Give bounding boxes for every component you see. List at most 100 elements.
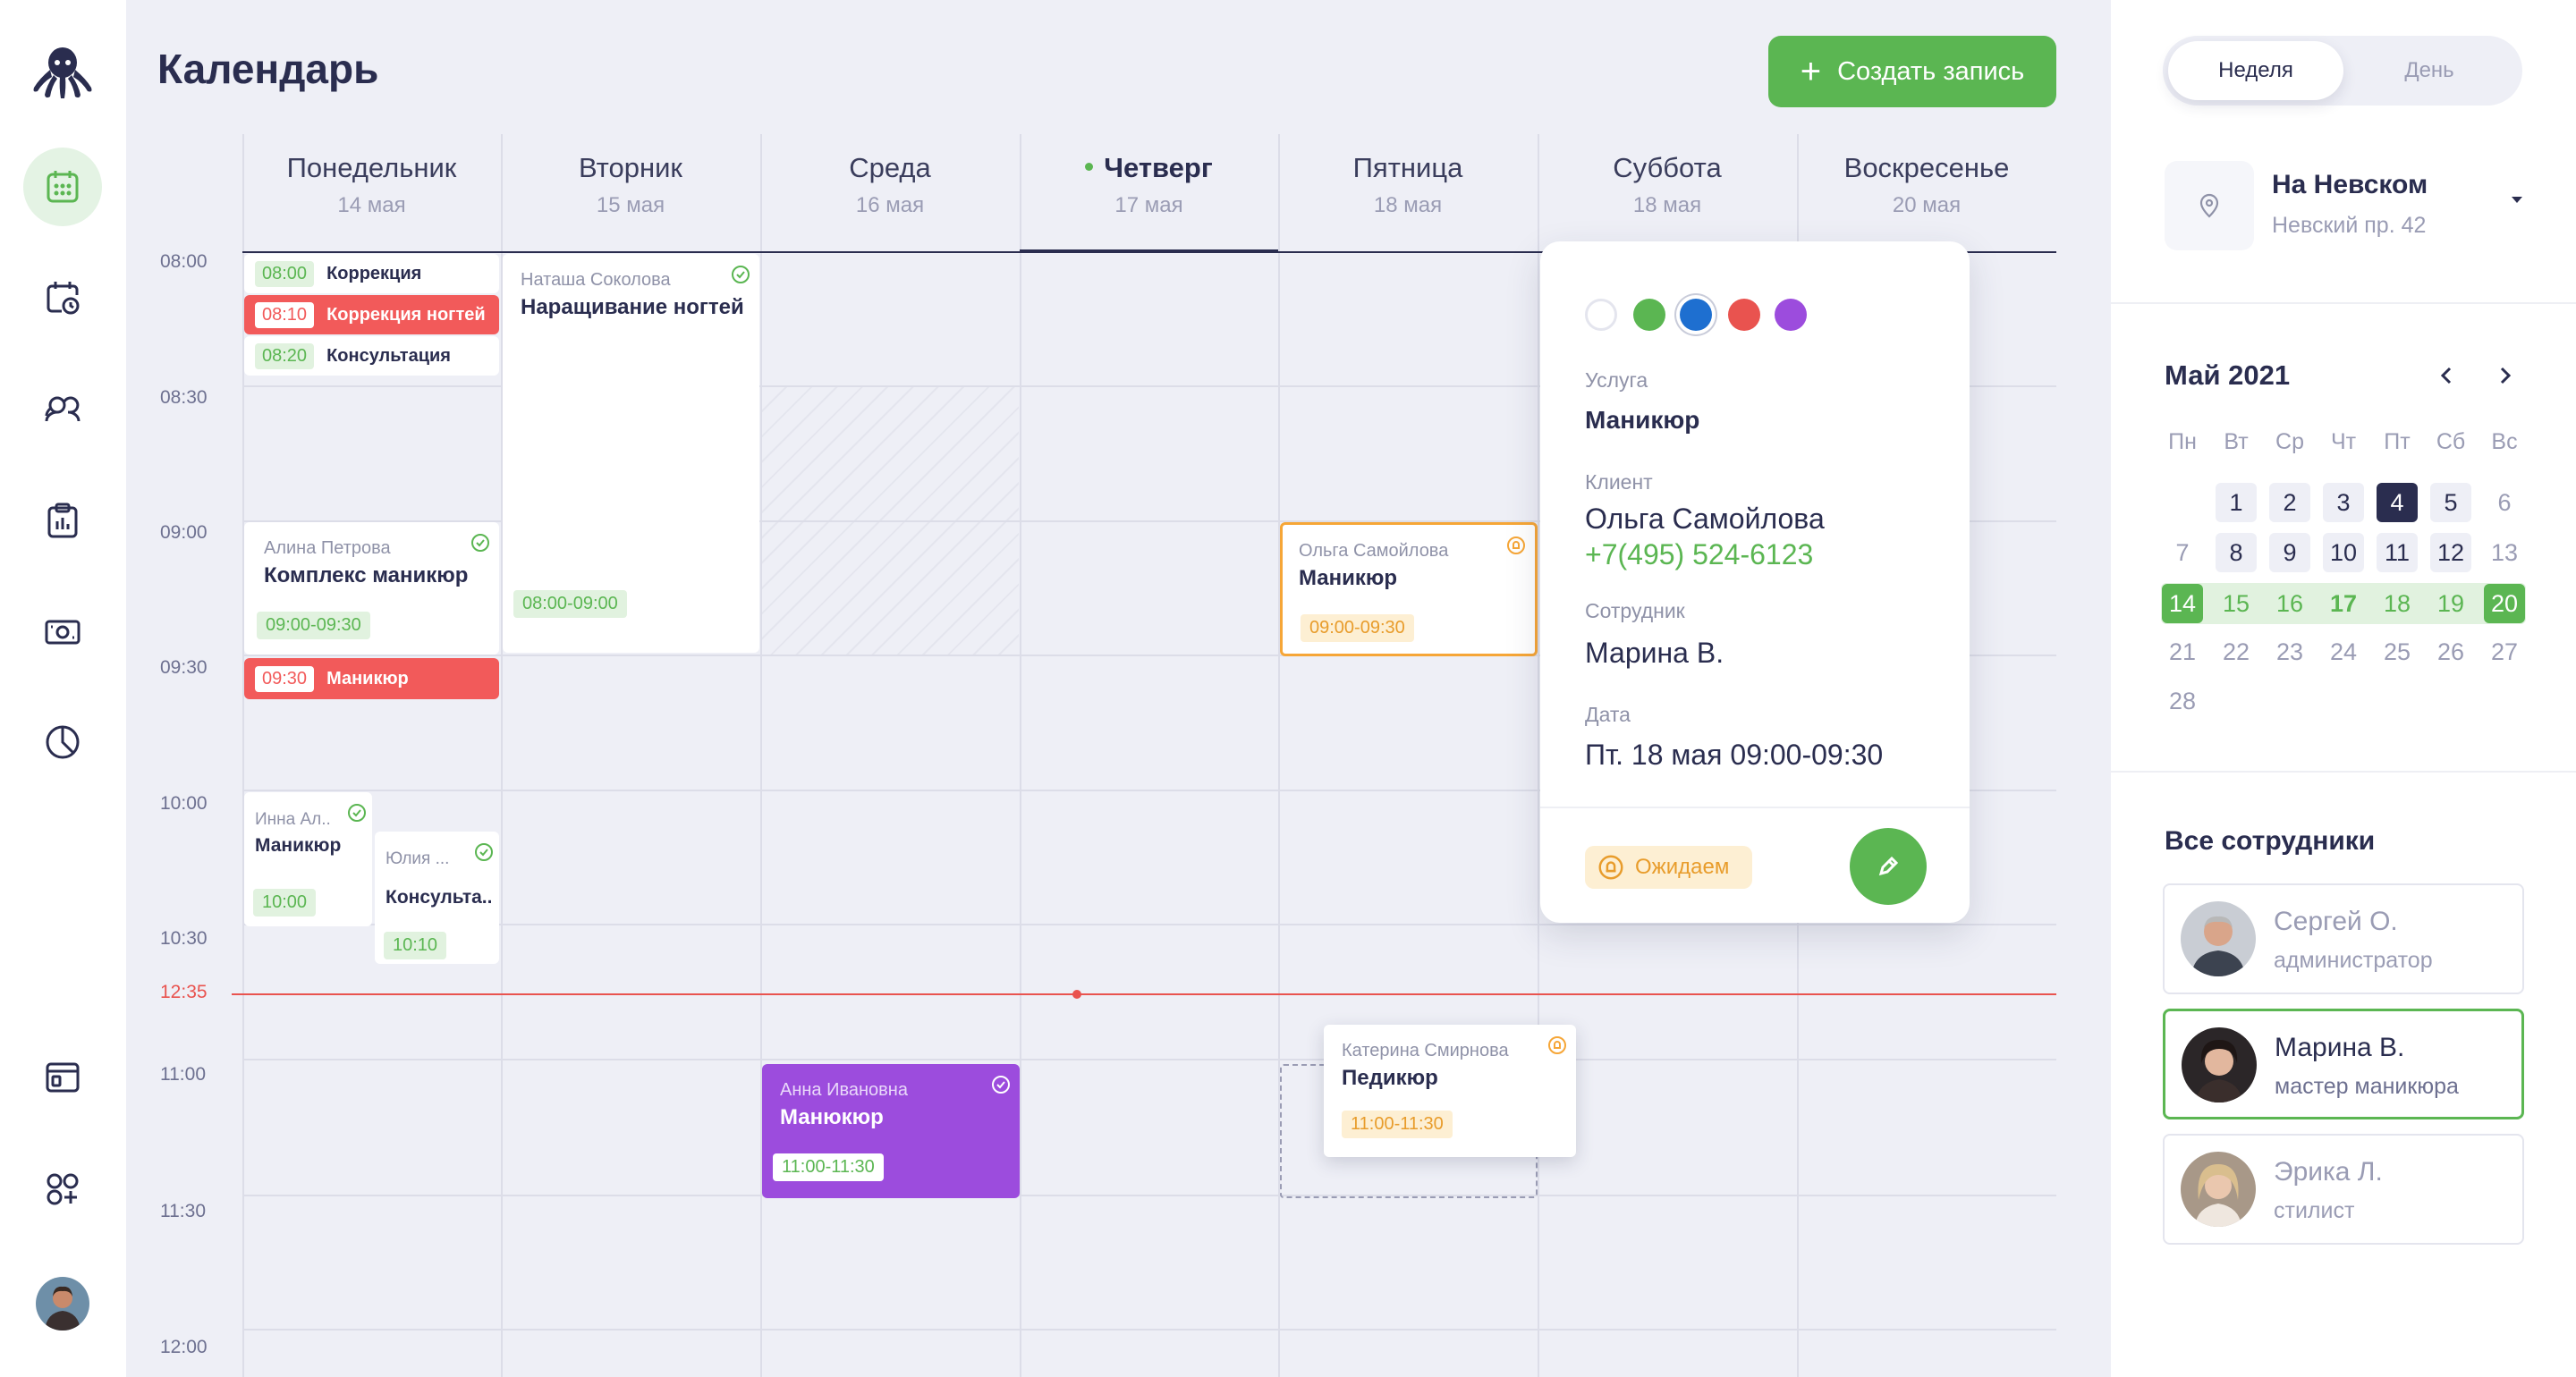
event-card[interactable]: Алина Петрова Комплекс маникюр 09:00-09:… [244,522,499,655]
calendar-day[interactable]: 7 [2175,538,2190,566]
color-option-blue[interactable] [1680,299,1712,331]
staff-name: Марина В. [2275,1033,2405,1062]
day-header-sat[interactable]: Суббота 18 мая [1538,134,1797,252]
status-text: Ожидаем [1635,855,1730,879]
staff-role: мастер маникюра [2275,1074,2459,1099]
weekday-label: Чт [2330,429,2357,454]
day-date: 20 мая [1892,193,1962,217]
calendar-day[interactable]: 9 [2269,533,2310,572]
calendar-day[interactable]: 19 [2436,589,2465,617]
day-name: Среда [849,152,931,183]
event-client: Катерина Смирнова [1342,1041,1509,1060]
color-option-green[interactable] [1633,299,1665,331]
browser-window-icon [46,1062,80,1093]
day-header-fri[interactable]: Пятница 18 мая [1278,134,1538,252]
calendar-day[interactable]: 16 [2275,589,2304,617]
prev-month-button[interactable] [2429,358,2465,393]
calendar-day[interactable]: 14 [2162,584,2203,623]
event-card[interactable]: Юлия ... Консульта.. 10:10 [375,832,499,964]
status-badge[interactable]: Ожидаем [1585,846,1753,889]
calendar-day[interactable]: 25 [2383,638,2411,665]
color-option-white[interactable] [1585,299,1617,331]
nav-appointments[interactable] [23,258,102,337]
location-pin-icon [2165,161,2254,250]
event-card[interactable]: Ольга Самойлова Маникюр 09:00-09:30 [1280,522,1538,656]
nav-clients[interactable] [23,370,102,449]
color-option-red[interactable] [1728,299,1760,331]
staff-card[interactable]: Сергей О. администратор [2163,883,2524,994]
client-phone[interactable]: +7(495) 524-6123 [1585,538,1814,570]
user-avatar[interactable] [36,1277,89,1331]
location-dropdown-caret[interactable] [2512,197,2522,203]
location-name[interactable]: На Невском [2272,170,2428,199]
calendar-icon [47,171,79,203]
calendar-day[interactable]: 22 [2222,638,2250,665]
calendar-day[interactable]: 17 [2329,589,2358,617]
color-option-purple[interactable] [1775,299,1807,331]
event-card[interactable]: 08:00 Коррекция [244,254,499,293]
day-header-sun[interactable]: Воскресенье 20 мая [1797,134,2056,252]
day-header-thu[interactable]: Четверг 17 мая [1020,134,1278,252]
event-service: Маникюр [255,835,342,856]
event-card[interactable]: Инна Ал.. Маникюр 10:00 [244,792,372,926]
check-circle-icon [475,843,493,861]
calendar-day[interactable]: 12 [2430,533,2471,572]
selected-week-band [2161,583,2526,624]
client-name[interactable]: Ольга Самойлова [1585,503,1825,535]
staff-card-selected[interactable]: Марина В. мастер маникюра [2163,1009,2524,1119]
next-month-button[interactable] [2487,358,2522,393]
calendar-day[interactable]: 20 [2484,584,2525,623]
event-card[interactable]: Анна Ивановна Манюкюр 11:00-11:30 [762,1064,1020,1198]
event-card[interactable]: 08:10 Коррекция ногтей [244,295,499,334]
time-label: 12:00 [160,1337,208,1357]
nav-analytics[interactable] [23,703,102,781]
event-card[interactable]: 08:20 Консультация [244,336,499,376]
day-header-tue[interactable]: Вторник 15 мая [501,134,760,252]
calendar-day[interactable]: 18 [2383,589,2411,617]
view-day-option[interactable]: День [2404,58,2454,82]
calendar-day[interactable]: 3 [2323,483,2364,522]
date-label: Дата [1585,703,1631,726]
service-value: Маникюр [1585,406,1700,434]
staff-name: Сергей О. [2274,907,2398,936]
calendar-day[interactable]: 13 [2490,538,2519,566]
create-appointment-button[interactable]: + Создать запись [1768,36,2056,107]
apps-add-icon [47,1173,79,1205]
nav-calendar[interactable] [23,148,102,226]
nav-integrations[interactable] [23,1150,102,1229]
nav-warehouse[interactable] [23,481,102,560]
calendar-day[interactable]: 11 [2377,533,2418,572]
calendar-day[interactable]: 6 [2497,488,2512,516]
nav-finance[interactable] [23,592,102,671]
event-client: Анна Ивановна [780,1080,908,1100]
edit-appointment-button[interactable] [1850,828,1927,905]
calendar-day[interactable]: 4 [2377,483,2418,522]
calendar-day[interactable]: 27 [2490,638,2519,665]
day-header-mon[interactable]: Понедельник 14 мая [242,134,501,252]
current-time-label: 12:35 [160,982,208,1002]
event-card[interactable]: 09:30 Маникюр [244,658,499,699]
calendar-day[interactable]: 24 [2329,638,2358,665]
staff-card[interactable]: Эрика Л. стилист [2163,1134,2524,1245]
client-label: Клиент [1585,470,1653,494]
day-header-wed[interactable]: Среда 16 мая [760,134,1020,252]
event-time: 08:10 [255,301,315,328]
calendar-day[interactable]: 26 [2436,638,2465,665]
octopus-logo-icon[interactable] [30,43,95,100]
nav-widget[interactable] [23,1038,102,1117]
check-circle-icon [992,1076,1010,1094]
calendar-day[interactable]: 10 [2323,533,2364,572]
calendar-day[interactable]: 23 [2275,638,2304,665]
calendar-day[interactable]: 21 [2168,638,2197,665]
calendar-day[interactable]: 5 [2430,483,2471,522]
check-circle-icon [348,804,366,822]
calendar-day[interactable]: 8 [2216,533,2257,572]
dragged-event-card[interactable]: Катерина Смирнова Педикюр 11:00-11:30 [1324,1025,1576,1157]
calendar-day[interactable]: 1 [2216,483,2257,522]
calendar-day[interactable]: 28 [2168,687,2197,714]
calendar-day[interactable]: 2 [2269,483,2310,522]
view-week-option[interactable]: Неделя [2168,41,2343,100]
event-card[interactable]: Наташа Соколова Наращивание ногтей 08:00… [503,254,759,653]
calendar-day[interactable]: 15 [2222,589,2250,617]
right-panel: Неделя День На Невском Невский пр. 42 Ма… [2111,0,2576,1377]
